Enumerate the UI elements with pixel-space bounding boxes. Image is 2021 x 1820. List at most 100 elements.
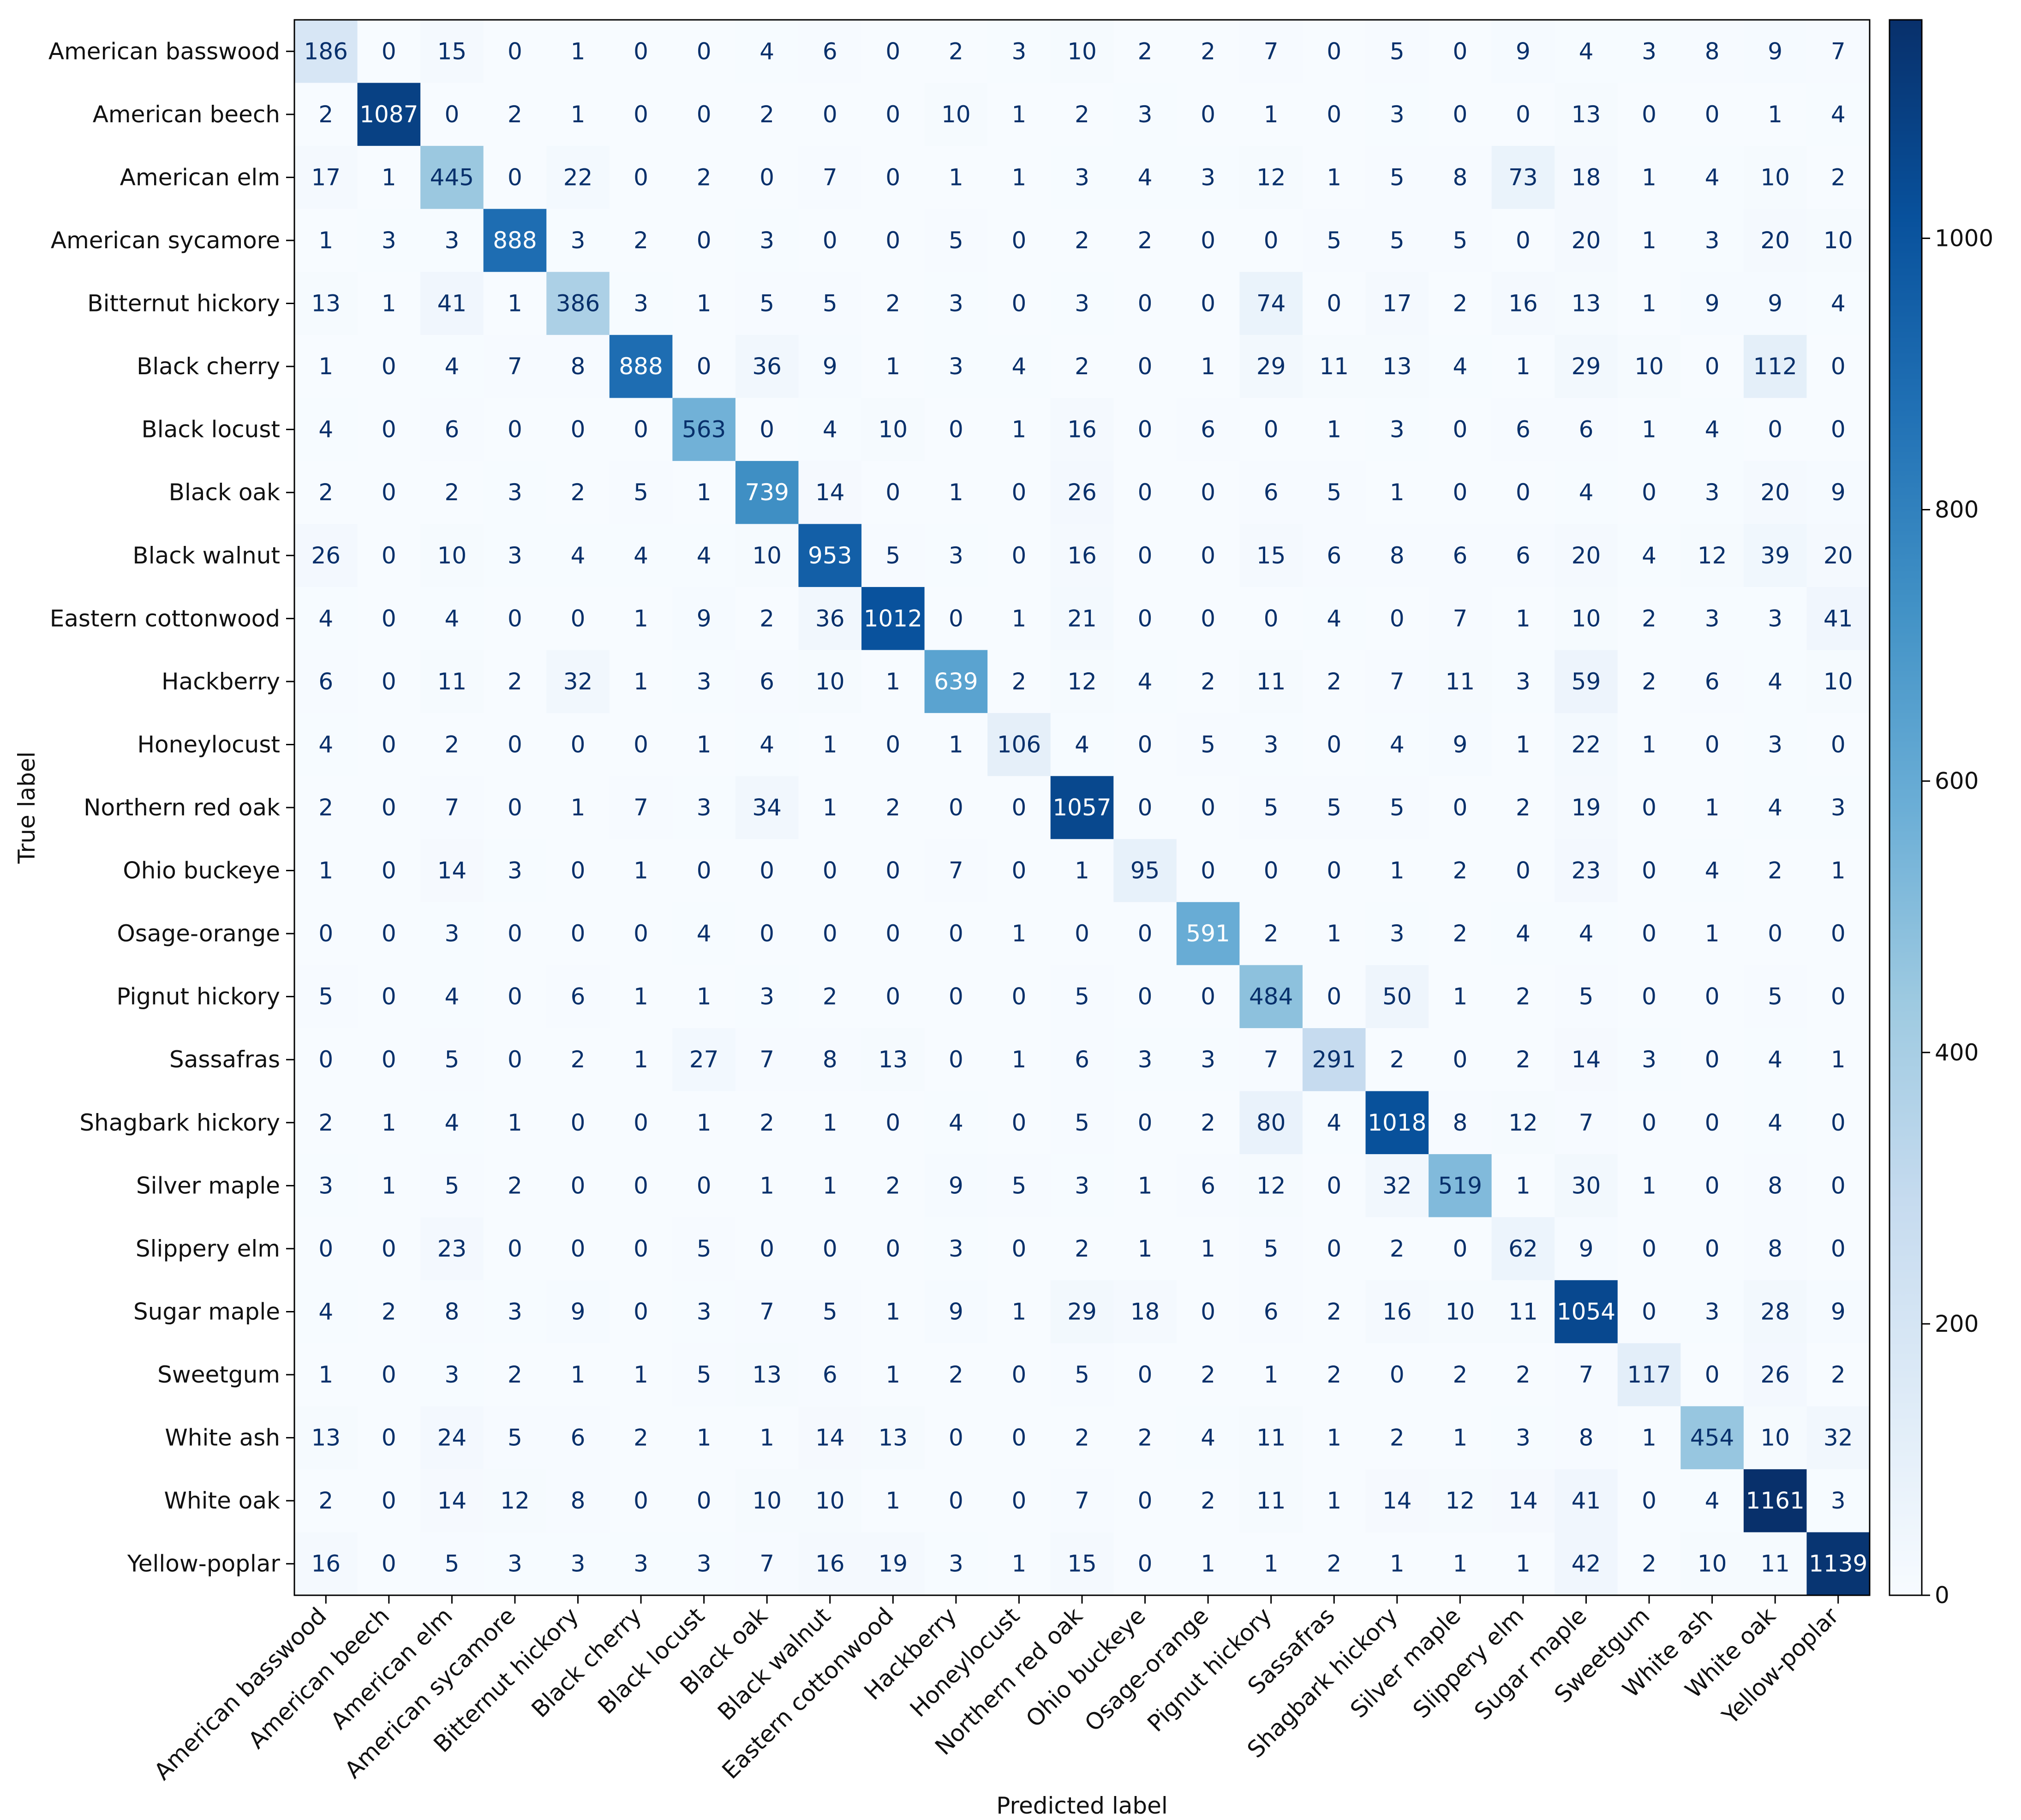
heatmap-cell (1365, 272, 1429, 335)
heatmap-cell (798, 1343, 862, 1407)
cell-value-label: 1 (1012, 1046, 1027, 1073)
heatmap-cell (546, 776, 610, 839)
heatmap-cell (357, 1154, 421, 1218)
cell-value-label: 0 (382, 38, 396, 65)
cell-value-label: 14 (1572, 1046, 1601, 1073)
heatmap-cell (1806, 839, 1870, 903)
heatmap-cell (1113, 335, 1177, 398)
heatmap-cell (1365, 335, 1429, 398)
heatmap-cell (672, 1532, 736, 1596)
heatmap-cell (924, 1154, 988, 1218)
cell-value-label: 32 (1824, 1425, 1853, 1451)
heatmap-cell (1743, 335, 1807, 398)
heatmap-cell (1050, 1217, 1114, 1281)
heatmap-cell (546, 20, 610, 84)
heatmap-cell (672, 1469, 736, 1533)
heatmap-cell (1491, 650, 1555, 713)
cell-value-label: 0 (1831, 983, 1846, 1010)
cell-value-label: 5 (1327, 794, 1341, 821)
heatmap-cell (1113, 83, 1177, 146)
heatmap-cell (609, 650, 673, 713)
heatmap-cell (1617, 587, 1681, 651)
heatmap-cell (861, 20, 925, 84)
cell-value-label: 0 (1201, 1298, 1215, 1325)
cell-value-label: 1 (1642, 227, 1656, 254)
cell-value-label: 3 (1516, 668, 1531, 695)
heatmap-cell (357, 83, 421, 146)
heatmap-cell (1050, 965, 1114, 1029)
cell-value-label: 3 (1705, 227, 1720, 254)
heatmap-cell (1302, 335, 1366, 398)
cell-value-label: 0 (949, 983, 963, 1010)
cell-value-label: 4 (697, 542, 712, 569)
cell-value-label: 2 (885, 290, 900, 317)
x-tick-marks (325, 1595, 1839, 1604)
cell-value-label: 484 (1249, 983, 1293, 1010)
cell-value-label: 1 (697, 983, 712, 1010)
heatmap-cell (1743, 713, 1807, 777)
cell-value-label: 4 (759, 731, 774, 758)
heatmap-cell (1050, 1532, 1114, 1596)
cell-value-label: 8 (1768, 1172, 1782, 1199)
heatmap-cell (735, 398, 799, 461)
cell-value-label: 5 (1327, 227, 1341, 254)
heatmap-cell (1113, 587, 1177, 651)
heatmap-cell (609, 83, 673, 146)
cell-value-label: 50 (1382, 983, 1412, 1010)
heatmap-cell (1176, 713, 1240, 777)
heatmap-cell (798, 20, 862, 84)
heatmap-cell (1050, 1028, 1114, 1092)
cell-value-label: 4 (1201, 1425, 1215, 1451)
cell-value-label: 0 (318, 1235, 333, 1262)
heatmap-cell (798, 461, 862, 525)
colorbar-tick-label: 1000 (1935, 225, 1993, 251)
heatmap-cell (861, 1154, 925, 1218)
cell-value-label: 14 (815, 1425, 845, 1451)
cell-value-label: 0 (1201, 227, 1215, 254)
cell-value-label: 0 (1012, 1361, 1027, 1388)
heatmap-cell (1743, 1343, 1807, 1407)
heatmap-cell (861, 965, 925, 1029)
heatmap-cell (294, 1154, 358, 1218)
cell-value-label: 0 (1201, 605, 1215, 632)
heatmap-cell (1806, 1343, 1870, 1407)
heatmap-cell (1680, 20, 1744, 84)
cell-value-label: 1 (1516, 1551, 1531, 1577)
cell-value-label: 2 (634, 227, 648, 254)
heatmap-cell (420, 20, 484, 84)
cell-value-label: 4 (1327, 1109, 1341, 1136)
heatmap-cell (1617, 1406, 1681, 1470)
cell-value-label: 13 (311, 290, 341, 317)
heatmap-cell (420, 1532, 484, 1596)
cell-value-label: 1 (1327, 1487, 1341, 1514)
cell-value-label: 7 (508, 353, 522, 380)
cell-value-label: 3 (949, 1235, 963, 1262)
heatmap-cell (987, 1217, 1051, 1281)
cell-value-label: 11 (1760, 1551, 1790, 1577)
heatmap-cell (735, 1091, 799, 1155)
cell-value-label: 1 (885, 1487, 900, 1514)
cell-value-label: 0 (508, 1046, 522, 1073)
cell-value-label: 1 (1201, 1235, 1215, 1262)
y-tick-label: Sweetgum (157, 1361, 280, 1388)
cell-value-label: 2 (571, 479, 586, 506)
cell-value-label: 2 (759, 1109, 774, 1136)
heatmap-cell (1302, 650, 1366, 713)
heatmap-cell (1555, 902, 1618, 965)
heatmap-cell (294, 650, 358, 713)
cell-value-label: 1 (1138, 1235, 1153, 1262)
cell-value-label: 0 (1453, 416, 1467, 443)
heatmap-cell (420, 461, 484, 525)
heatmap-cell (924, 1532, 988, 1596)
heatmap-cell (1239, 587, 1303, 651)
cell-value-label: 5 (1327, 479, 1341, 506)
colorbar (1889, 19, 1923, 1596)
cell-value-label: 1 (1390, 1551, 1405, 1577)
cell-value-label: 1 (1642, 1172, 1656, 1199)
heatmap-cell (294, 1406, 358, 1470)
heatmap-cell (1680, 1280, 1744, 1344)
heatmap-cell (1555, 146, 1618, 210)
heatmap-cell (1302, 1091, 1366, 1155)
heatmap-cell (1113, 461, 1177, 525)
heatmap-cell (609, 776, 673, 839)
